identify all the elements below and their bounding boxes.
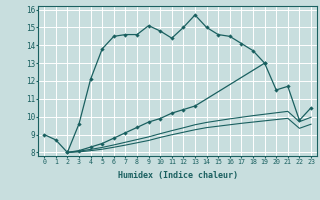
X-axis label: Humidex (Indice chaleur): Humidex (Indice chaleur) [118, 171, 238, 180]
